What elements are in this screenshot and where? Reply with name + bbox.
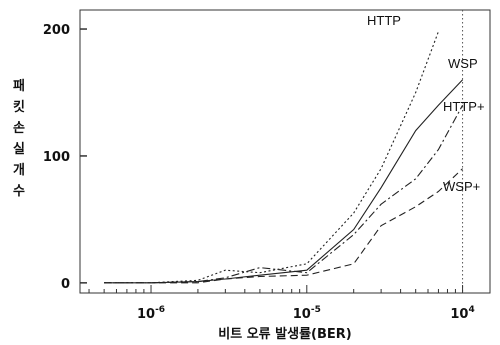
x-tick-label: 10-5 [293, 305, 321, 322]
x-axis-ticks: 10-6 10-5 104 [88, 285, 475, 322]
x-axis-label: 비트 오류 발생률(BER) [218, 326, 351, 342]
y-tick-label: 0 [61, 277, 70, 292]
y-tick-label: 100 [43, 150, 70, 165]
series-label: WSP [448, 56, 478, 71]
plot-frame [79, 9, 491, 294]
x-tick-label: 10-6 [137, 305, 165, 322]
x-tick-label: 104 [450, 305, 474, 322]
series-line-wsp-plus [104, 168, 463, 284]
series-line-http-plus [104, 104, 464, 284]
y-axis-ticks: 0 100 200 [43, 23, 87, 292]
series-label: WSP+ [443, 179, 480, 194]
series-labels: HTTP WSP HTTP+ WSP+ [367, 13, 485, 194]
series-label: HTTP [367, 13, 401, 28]
y-tick-label: 200 [43, 23, 70, 38]
series-line-http [104, 31, 439, 284]
series-line-wsp [104, 79, 463, 284]
series-lines [104, 31, 464, 284]
series-label: HTTP+ [443, 99, 485, 114]
